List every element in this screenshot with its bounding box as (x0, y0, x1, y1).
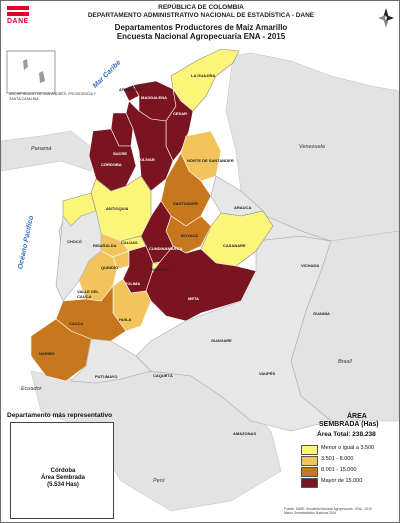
representative-value: (5.534 Has) (47, 482, 79, 488)
label-quindio: QUINDÍO (101, 265, 119, 270)
label-brasil: Brasil (338, 359, 352, 365)
map-subtitle: Encuesta Nacional Agropecuaria ENA - 201… (116, 32, 286, 41)
label-cauca: CAUCA (69, 321, 84, 326)
map-title: Departamentos Productores de Maíz Amaril… (114, 23, 288, 32)
label-antioquia: ANTIOQUIA (106, 206, 129, 211)
label-santander: SANTANDER (173, 201, 198, 206)
label-panama: Panamá (31, 146, 52, 152)
legend-subtitle: SEMBRADA (Has) (319, 421, 379, 428)
label-putumayo: PUTUMAYO (95, 374, 118, 379)
label-guainia: GUAINÍA (313, 311, 330, 316)
department-putumayo (70, 338, 152, 384)
label-vaupes: VAUPÉS (259, 371, 276, 376)
label-risaralda: RISARALDA (93, 243, 117, 248)
label-atlantico: ATLÁNTICO (119, 87, 142, 92)
department-cesar (165, 88, 194, 162)
label-huila: HUILA (119, 317, 132, 322)
label-caqueta: CAQUETÁ (153, 373, 173, 378)
header-country: REPÚBLICA DE COLOMBIA (158, 4, 244, 11)
inset-san-andres (6, 50, 56, 94)
department-choco-south (55, 210, 102, 302)
neighbor-panama (1, 130, 97, 172)
representative-text: Córdoba Área Sembrada (5.534 Has) (29, 468, 97, 489)
label-arauca: ARAUCA (234, 205, 252, 210)
label-magdalena: MAGDALENA (141, 95, 167, 100)
label-meta: META (188, 296, 200, 301)
representative-value-label: Área Sembrada (40, 475, 86, 481)
label-choco: CHOCÓ (67, 239, 82, 244)
source-note: Fuente: DANE, Encuesta Nacional Agropecu… (284, 507, 372, 515)
north-arrow-icon (378, 8, 394, 28)
label-casanare: CASANARE (223, 243, 246, 248)
legend-total: Área Total: 238.238 (317, 431, 376, 438)
label-la-guajira: LA GUAJIRA (191, 73, 216, 78)
label-tolima: TOLIMA (125, 281, 141, 286)
label-bogota: BOGOTÁ (151, 267, 169, 272)
label-amazonas: AMAZONAS (233, 431, 257, 436)
label-bolivar: BOLÍVAR (137, 157, 155, 162)
label-vichada: VICHADA (301, 263, 320, 268)
label-cundinamarca: CUNDINAMARCA (149, 246, 183, 251)
label-valle: VALLE DEL CAUCA (77, 289, 99, 299)
representative-box: Córdoba Área Sembrada (5.534 Has) (10, 422, 114, 519)
label-peru: Perú (153, 478, 165, 484)
label-boyaca: BOYACÁ (181, 233, 198, 238)
inset-label: ARCHIPIÉLAGO DE SAN ANDRÉS, PROVIDENCIA … (9, 92, 96, 101)
label-venezuela: Venezuela (299, 144, 325, 150)
logo-text: DANE (7, 18, 29, 25)
label-guaviare: GUAVIARE (211, 338, 232, 343)
legend-title: ÁREA (347, 413, 367, 420)
representative-name: Córdoba (50, 468, 76, 474)
label-narino: NARIÑO (39, 351, 55, 356)
header-agency: DEPARTAMENTO ADMINISTRATIVO NACIONAL DE … (87, 12, 315, 19)
label-sucre: SUCRE (113, 151, 128, 156)
label-cordoba: CÓRDOBA (101, 162, 122, 167)
label-ecuador: Ecuador (21, 386, 42, 392)
dane-logo: DANE (7, 6, 35, 32)
label-cesar: CESAR (173, 111, 188, 116)
label-caldas: CALDAS (121, 240, 138, 245)
label-norte-santander: NORTE DE SANTANDER (187, 158, 234, 163)
department-cordoba (88, 128, 137, 192)
representative-title: Departamento más representativo (7, 412, 113, 419)
